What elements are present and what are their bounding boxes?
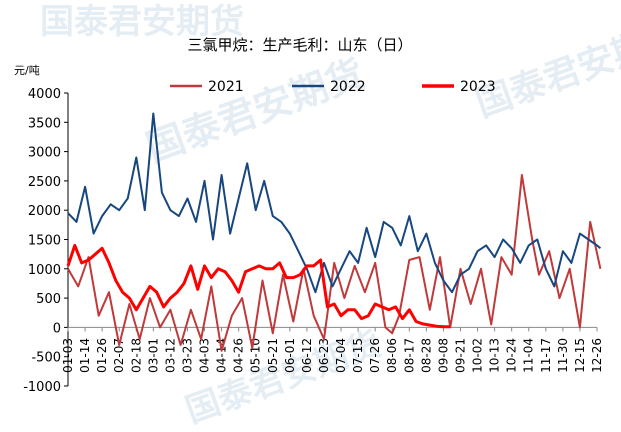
x-tick-label: 04-03	[198, 338, 212, 373]
y-tick-label: 3500	[28, 116, 61, 131]
x-tick-label: 12-15	[573, 338, 587, 373]
x-tick-label: 05-21	[266, 338, 280, 373]
chart: 三氯甲烷：生产毛利：山东（日） 元/吨 2021 2022 2023 -1000 -5…	[14, 36, 604, 395]
y-tick-label: 3000	[28, 146, 61, 161]
x-tick-label: 08-06	[385, 338, 399, 373]
x-tick-label: 08-28	[419, 338, 433, 373]
legend-label-2023: 2023	[460, 79, 496, 95]
x-tick-label: 03-01	[146, 338, 160, 373]
series-line-2021	[67, 174, 602, 352]
x-tick-label: 04-14	[215, 338, 229, 373]
y-tick-label: 1500	[28, 234, 61, 249]
x-axis: 01-03 01-14 01-26 02-07 02-18 03-01 03-12 03-23…	[61, 326, 604, 373]
legend-label-2021: 2021	[208, 79, 244, 95]
x-tick-label: 12-26	[590, 338, 604, 373]
x-tick-label: 01-03	[61, 338, 75, 373]
x-tick-label: 11-17	[539, 338, 553, 373]
legend: 2021 2022 2023	[170, 79, 496, 95]
chart-title: 三氯甲烷：生产毛利：山东（日）	[187, 36, 412, 54]
x-tick-label: 10-24	[505, 338, 519, 373]
x-tick-label: 10-13	[488, 338, 502, 373]
x-tick-label: 01-26	[95, 338, 109, 373]
x-tick-label: 06-12	[300, 338, 314, 373]
x-tick-label: 07-15	[351, 338, 365, 373]
series-line-2023	[66, 243, 451, 329]
y-axis-unit: 元/吨	[14, 64, 40, 77]
x-tick-label: 02-18	[129, 338, 143, 373]
x-tick-label: 03-12	[163, 338, 177, 373]
x-tick-label: 07-04	[334, 338, 348, 373]
y-tick-label: 4000	[28, 87, 61, 102]
x-tick-label: 11-04	[522, 338, 536, 373]
plot-area	[66, 112, 602, 352]
x-tick-label: 09-21	[453, 338, 467, 373]
x-tick-label: 02-07	[112, 338, 126, 373]
x-tick-label: 01-14	[78, 338, 92, 373]
x-tick-label: 09-08	[436, 338, 450, 373]
x-tick-label: 07-26	[368, 338, 382, 373]
x-tick-label: 10-02	[471, 338, 485, 373]
y-tick-label: 500	[36, 292, 61, 307]
legend-label-2022: 2022	[330, 79, 366, 95]
y-tick-label: 0	[53, 321, 61, 336]
x-tick-label: 08-17	[402, 338, 416, 373]
y-tick-label: 1000	[28, 263, 61, 278]
x-tick-label: 04-26	[232, 338, 246, 373]
y-tick-label: 2500	[28, 175, 61, 190]
x-tick-label: 11-30	[556, 338, 570, 373]
y-axis: -1000 -500 0 500 1000 1500 2000 2500 3000 3500 400…	[23, 87, 69, 395]
y-tick-label: -500	[31, 351, 61, 366]
x-tick-label: 06-01	[283, 338, 297, 373]
x-tick-label: 06-23	[317, 338, 331, 373]
y-tick-label: -1000	[23, 380, 61, 395]
y-tick-label: 2000	[28, 204, 61, 219]
x-tick-label: 03-23	[180, 338, 194, 373]
series-line-2022	[67, 112, 602, 294]
